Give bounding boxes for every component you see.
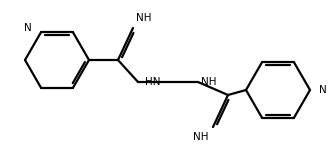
Text: N: N — [319, 85, 327, 95]
Text: NH: NH — [194, 132, 209, 142]
Text: HN: HN — [144, 77, 160, 87]
Text: N: N — [24, 23, 32, 33]
Text: NH: NH — [201, 77, 216, 87]
Text: NH: NH — [136, 13, 152, 23]
